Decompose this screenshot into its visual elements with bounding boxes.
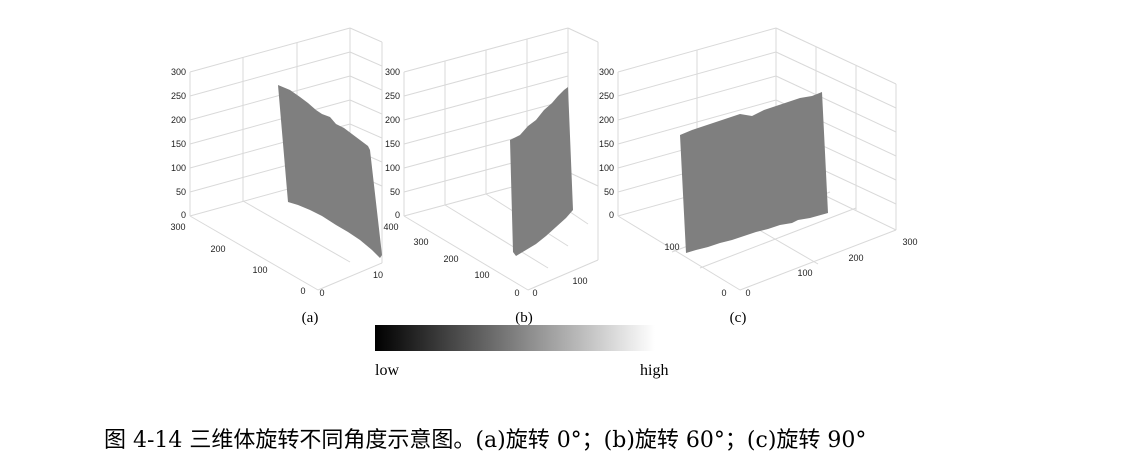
y-ticks-c: 100 0 [664,242,726,298]
y-ticks-b: 400 300 200 100 0 [383,222,519,298]
subplot-label-c: (c) [730,310,747,326]
colorbar-gradient [375,325,655,351]
x-ticks-a: 0 10 [319,270,383,298]
figure-caption: 图 4-14 三维体旋转不同角度示意图。(a)旋转 0°；(b)旋转 60°；(… [104,428,867,453]
y-tick: 100 [474,270,489,280]
z-tick: 0 [181,210,186,220]
y-tick: 0 [300,286,305,296]
z-tick: 50 [176,187,186,197]
z-tick: 100 [385,163,400,173]
y-tick: 300 [413,237,428,247]
subplot-a: 300 250 200 150 100 50 0 300 200 100 0 0… [170,27,383,326]
x-tick: 200 [848,253,863,263]
y-tick: 400 [383,222,398,232]
z-tick: 0 [395,210,400,220]
x-ticks-b: 0 100 [532,276,587,298]
z-tick: 250 [599,91,614,101]
z-tick: 150 [599,139,614,149]
surface-c [680,92,828,253]
z-tick: 200 [385,115,400,125]
subplot-label-a: (a) [302,310,319,326]
x-tick: 100 [572,276,587,286]
y-tick: 0 [721,288,726,298]
surface-a [278,85,382,258]
z-tick: 150 [385,139,400,149]
subplot-label-b: (b) [515,310,533,326]
z-tick: 200 [171,115,186,125]
surface-b [510,87,573,256]
z-ticks-a: 300 250 200 150 100 50 0 [171,67,186,220]
y-tick: 0 [514,288,519,298]
z-tick: 300 [385,67,400,77]
x-tick: 100 [797,268,812,278]
x-tick: 300 [902,237,917,247]
colorbar: low high [375,325,668,379]
z-tick: 150 [171,139,186,149]
z-tick: 300 [599,67,614,77]
colorbar-low-label: low [375,362,399,379]
z-tick: 250 [385,91,400,101]
y-tick: 300 [170,222,185,232]
z-tick: 100 [599,163,614,173]
x-tick: 0 [319,288,324,298]
z-tick: 300 [171,67,186,77]
z-tick: 200 [599,115,614,125]
y-tick: 100 [252,265,267,275]
y-tick: 100 [664,242,679,252]
z-ticks-b: 300 250 200 150 100 50 0 [385,67,400,220]
subplot-b: 300 250 200 150 100 50 0 400 300 200 100… [383,27,599,326]
x-ticks-c: 0 100 200 300 [745,237,917,298]
y-tick: 200 [210,244,225,254]
colorbar-high-label: high [640,362,668,379]
x-tick: 10 [373,270,383,280]
z-ticks-c: 300 250 200 150 100 50 0 [599,67,614,220]
z-tick: 50 [604,187,614,197]
x-tick: 0 [745,288,750,298]
x-tick: 0 [532,288,537,298]
z-tick: 100 [171,163,186,173]
y-ticks-a: 300 200 100 0 [170,222,305,296]
subplot-c: 300 250 200 150 100 50 0 100 0 0 100 200… [599,27,918,326]
z-tick: 50 [390,187,400,197]
z-tick: 0 [609,210,614,220]
z-tick: 250 [171,91,186,101]
y-tick: 200 [443,254,458,264]
